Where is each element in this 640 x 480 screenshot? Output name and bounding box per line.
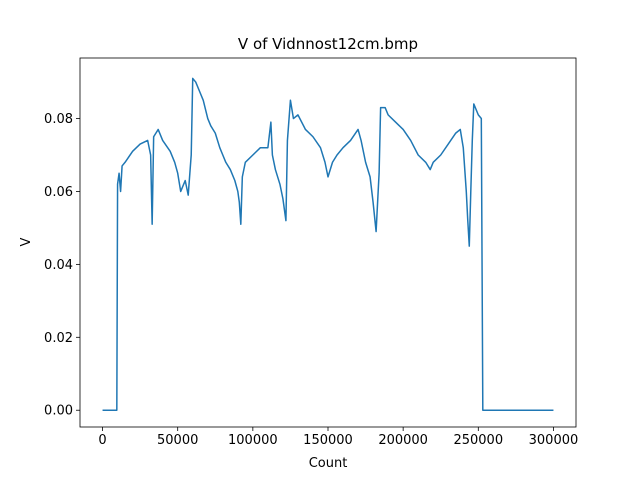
x-tick-label: 150000	[303, 433, 353, 448]
x-tick-label: 200000	[378, 433, 428, 448]
x-tick-label: 100000	[228, 433, 278, 448]
x-axis-label: Count	[309, 456, 348, 471]
y-tick-label: 0.08	[44, 112, 73, 127]
y-tick-label: 0.00	[44, 404, 73, 419]
y-axis-label: V	[19, 237, 34, 246]
data-line	[102, 77, 554, 411]
x-tick-label: 0	[98, 433, 106, 448]
chart-title: V of Vidnnost12cm.bmp	[238, 35, 418, 53]
y-tick-label: 0.06	[44, 185, 73, 200]
y-tick-label: 0.02	[44, 331, 73, 346]
x-tick-label: 250000	[453, 433, 503, 448]
y-tick-label: 0.04	[44, 258, 73, 273]
x-tick-label: 50000	[157, 433, 198, 448]
x-tick-label: 300000	[529, 433, 579, 448]
axes-frame	[79, 57, 577, 428]
